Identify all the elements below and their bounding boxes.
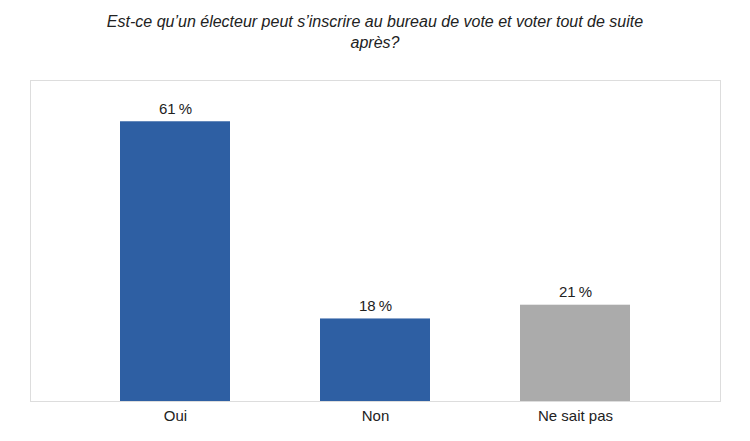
svg-text:Ne sait pas: Ne sait pas <box>538 407 613 424</box>
svg-text:Oui: Oui <box>164 407 187 424</box>
html-text:Est-ce qu’un électeur peut s’i: Est-ce qu’un électeur peut s’inscrire au… <box>106 13 644 51</box>
svg-text:Non: Non <box>362 407 390 424</box>
svg-text:61 %: 61 % <box>159 99 192 116</box>
svg-text:18 %: 18 % <box>359 297 392 314</box>
svg-text:21 %: 21 % <box>559 283 592 300</box>
